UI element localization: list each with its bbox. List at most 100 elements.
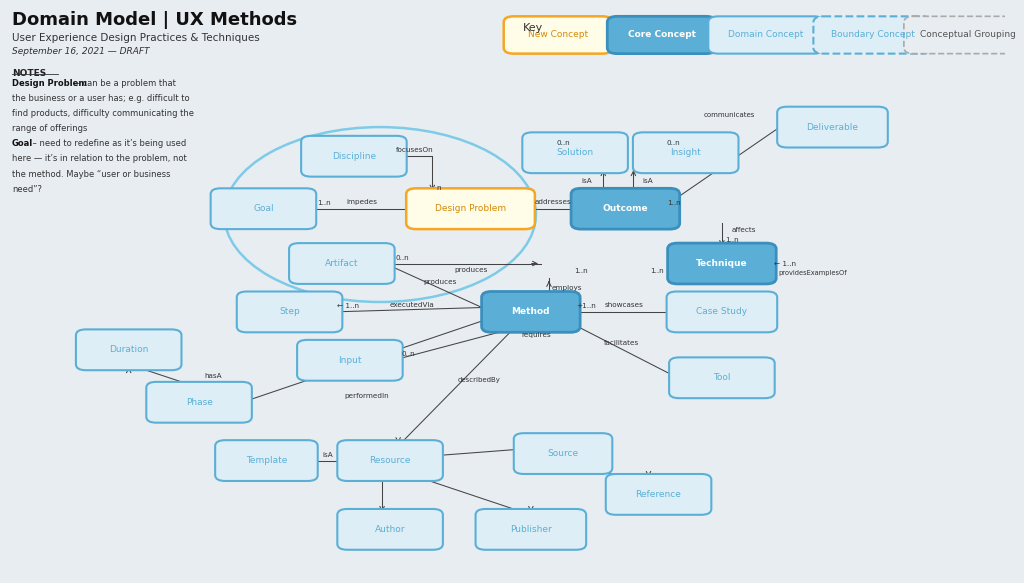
Text: – can be a problem that: – can be a problem that — [74, 79, 176, 87]
Text: need”?: need”? — [12, 185, 42, 194]
Text: Solution: Solution — [556, 148, 594, 157]
Text: facilitates: facilitates — [604, 340, 639, 346]
Text: performedIn: performedIn — [345, 394, 389, 399]
Text: the method. Maybe “user or business: the method. Maybe “user or business — [12, 170, 171, 178]
Text: 0..n: 0..n — [395, 255, 409, 261]
Text: Template: Template — [246, 456, 287, 465]
Text: 0..n: 0..n — [556, 141, 569, 146]
FancyBboxPatch shape — [297, 340, 402, 381]
Text: User Experience Design Practices & Techniques: User Experience Design Practices & Techn… — [12, 33, 260, 43]
Text: Step: Step — [280, 307, 300, 317]
Text: impedes: impedes — [346, 199, 377, 205]
Text: 1..n: 1..n — [667, 200, 680, 206]
Text: 1..n: 1..n — [725, 237, 738, 243]
Text: here — it’s in relation to the problem, not: here — it’s in relation to the problem, … — [12, 154, 186, 163]
Text: Publisher: Publisher — [510, 525, 552, 534]
Text: 0..n: 0..n — [667, 141, 680, 146]
Text: requires: requires — [521, 332, 551, 338]
FancyBboxPatch shape — [211, 188, 316, 229]
FancyBboxPatch shape — [215, 440, 317, 481]
Text: communicates: communicates — [703, 113, 755, 118]
Text: Author: Author — [375, 525, 406, 534]
Text: Reference: Reference — [636, 490, 682, 499]
Text: executedVia: executedVia — [390, 303, 434, 308]
FancyBboxPatch shape — [669, 357, 775, 398]
FancyBboxPatch shape — [504, 16, 612, 54]
Text: isA: isA — [642, 178, 653, 184]
Text: hasA: hasA — [205, 373, 222, 379]
Text: Resource: Resource — [370, 456, 411, 465]
Text: 0..n: 0..n — [401, 352, 415, 357]
Text: 1..n: 1..n — [317, 200, 331, 206]
Text: Tool: Tool — [713, 373, 731, 382]
FancyBboxPatch shape — [301, 136, 407, 177]
Text: – need to redefine as it’s being used: – need to redefine as it’s being used — [30, 139, 185, 148]
FancyBboxPatch shape — [777, 107, 888, 147]
Text: Case Study: Case Study — [696, 307, 748, 317]
FancyBboxPatch shape — [289, 243, 394, 284]
Text: ← 1..n: ← 1..n — [337, 303, 358, 309]
FancyBboxPatch shape — [475, 509, 586, 550]
Text: addresses: addresses — [535, 199, 571, 205]
Text: New Concept: New Concept — [528, 30, 588, 40]
Text: 1..n: 1..n — [574, 268, 588, 273]
FancyBboxPatch shape — [904, 16, 1024, 54]
Text: isA: isA — [582, 178, 593, 184]
Text: Outcome: Outcome — [602, 204, 648, 213]
FancyBboxPatch shape — [337, 509, 443, 550]
Text: Goal: Goal — [12, 139, 34, 148]
Text: find products, difficulty communicating the: find products, difficulty communicating … — [12, 109, 195, 118]
FancyBboxPatch shape — [633, 132, 738, 173]
Text: Method: Method — [512, 307, 550, 317]
Text: Design Problem: Design Problem — [435, 204, 506, 213]
Text: Boundary Concept: Boundary Concept — [830, 30, 914, 40]
Text: range of offerings: range of offerings — [12, 124, 87, 133]
FancyBboxPatch shape — [237, 292, 342, 332]
Text: produces: produces — [424, 279, 457, 285]
Text: Artifact: Artifact — [325, 259, 358, 268]
Text: employs: employs — [552, 285, 583, 291]
Text: affects: affects — [732, 227, 757, 233]
Text: providesExamplesOf: providesExamplesOf — [778, 270, 847, 276]
Text: ← 1..n: ← 1..n — [774, 261, 797, 266]
FancyBboxPatch shape — [813, 16, 932, 54]
Text: Core Concept: Core Concept — [628, 30, 695, 40]
Text: September 16, 2021 — DRAFT: September 16, 2021 — DRAFT — [12, 47, 150, 56]
FancyBboxPatch shape — [481, 292, 581, 332]
FancyBboxPatch shape — [522, 132, 628, 173]
FancyBboxPatch shape — [668, 243, 776, 284]
FancyBboxPatch shape — [667, 292, 777, 332]
Text: NOTES: NOTES — [12, 69, 46, 78]
Text: Domain Concept: Domain Concept — [728, 30, 804, 40]
FancyBboxPatch shape — [514, 433, 612, 474]
Text: Phase: Phase — [185, 398, 213, 407]
Text: Discipline: Discipline — [332, 152, 376, 161]
FancyBboxPatch shape — [337, 440, 443, 481]
FancyBboxPatch shape — [407, 188, 535, 229]
Text: produces: produces — [454, 267, 487, 273]
Text: Goal: Goal — [253, 204, 273, 213]
FancyBboxPatch shape — [146, 382, 252, 423]
Text: n: n — [436, 185, 440, 191]
Text: +1..n: +1..n — [577, 303, 596, 309]
FancyBboxPatch shape — [709, 16, 824, 54]
Text: Insight: Insight — [671, 148, 701, 157]
Text: Duration: Duration — [109, 345, 148, 354]
Text: Key: Key — [523, 23, 543, 33]
Text: Conceptual Grouping: Conceptual Grouping — [921, 30, 1016, 40]
Text: Design Problem: Design Problem — [12, 79, 87, 87]
FancyBboxPatch shape — [571, 188, 680, 229]
Text: 1..n: 1..n — [650, 268, 664, 273]
Text: isA: isA — [323, 452, 333, 458]
Text: showcases: showcases — [604, 303, 643, 308]
FancyBboxPatch shape — [607, 16, 716, 54]
Text: focusesOn: focusesOn — [396, 147, 433, 153]
Text: Domain Model | UX Methods: Domain Model | UX Methods — [12, 12, 297, 29]
Text: the business or a user has; e.g. difficult to: the business or a user has; e.g. difficu… — [12, 94, 189, 103]
FancyBboxPatch shape — [76, 329, 181, 370]
Text: Technique: Technique — [696, 259, 748, 268]
Text: Source: Source — [548, 449, 579, 458]
Text: Input: Input — [338, 356, 361, 365]
Text: describedBy: describedBy — [458, 377, 501, 384]
FancyBboxPatch shape — [606, 474, 712, 515]
